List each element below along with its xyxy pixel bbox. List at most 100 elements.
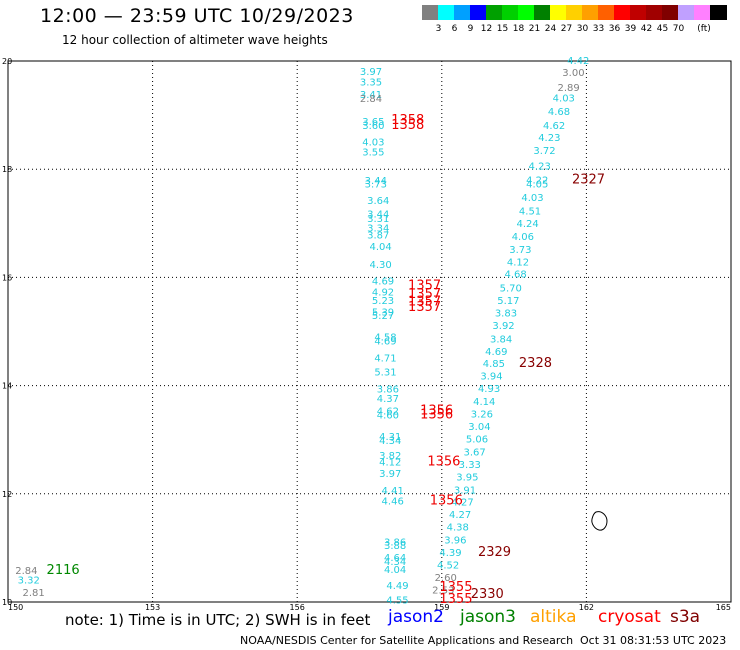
- legend-label: 27: [560, 24, 573, 34]
- lat-tick-label: 12: [2, 490, 12, 499]
- wave-height-value: 4.22: [526, 175, 548, 186]
- legend-swatch: [566, 5, 583, 20]
- pass-time-label: 2330: [471, 587, 504, 602]
- legend-swatch: [662, 5, 679, 20]
- wave-height-value: 3.91: [454, 485, 476, 496]
- wave-height-value: 3.04: [468, 422, 490, 433]
- wave-height-value: 3.97: [360, 67, 382, 78]
- wave-height-value: 4.93: [478, 384, 500, 395]
- legend-swatch: [518, 5, 535, 20]
- satellite-s3a: s3a: [670, 607, 701, 627]
- legend-label: 18: [512, 24, 525, 34]
- wave-height-value: 3.32: [18, 576, 40, 587]
- wave-height-value: 5.39: [372, 307, 394, 318]
- wave-height-value: 4.51: [519, 207, 541, 218]
- wave-height-value: 4.14: [473, 397, 495, 408]
- map-subtitle: 12 hour collection of altimeter wave hei…: [62, 33, 328, 47]
- lat-tick-label: 18: [2, 165, 12, 174]
- wave-height-value: 5.17: [497, 296, 519, 307]
- wave-height-value: 4.23: [538, 133, 560, 144]
- wave-height-value: 4.34: [379, 436, 401, 447]
- wave-height-value: 3.95: [456, 472, 478, 483]
- wave-height-value: 3.72: [533, 146, 555, 157]
- wave-height-value: 4.27: [449, 510, 471, 521]
- wave-height-value: 2.81: [22, 588, 44, 599]
- wave-height-value: 4.38: [447, 523, 469, 534]
- legend-swatch: [470, 5, 487, 20]
- lon-tick-label: 159: [434, 603, 449, 610]
- legend-label: 6: [451, 24, 458, 34]
- footer-timestamp: Oct 31 08:31:53 UTC 2023: [580, 634, 727, 647]
- wave-height-value: 3.73: [365, 180, 387, 191]
- wave-height-value: 4.39: [439, 548, 461, 559]
- legend-swatch: [678, 5, 695, 20]
- wave-height-value: 4.71: [374, 353, 396, 364]
- footer-source: NOAA/NESDIS Center for Satellite Applica…: [240, 634, 574, 647]
- wave-height-value: 3.35: [360, 77, 382, 88]
- lat-tick-label: 16: [2, 273, 12, 282]
- wave-height-value: 4.69: [374, 336, 396, 347]
- wave-height-value: 3.86: [377, 385, 399, 396]
- wave-height-value: 3.31: [367, 214, 389, 225]
- legend-label: 33: [592, 24, 605, 34]
- legend-swatch: [710, 5, 727, 20]
- lon-tick-label: 156: [290, 603, 305, 610]
- pass-time-label: 1358: [391, 118, 424, 133]
- wave-height-value: 4.46: [382, 497, 404, 508]
- wave-height-value: 3.92: [492, 321, 514, 332]
- satellite-jason3: jason3: [460, 607, 516, 627]
- wave-height-value: 4.03: [521, 193, 543, 204]
- wave-height-value: 4.60: [377, 411, 399, 422]
- wave-height-value: 3.55: [362, 148, 384, 159]
- island-outline: [591, 511, 608, 531]
- wave-height-value: 4.12: [379, 458, 401, 469]
- wave-height-value: 4.03: [362, 137, 384, 148]
- legend-label: 21: [528, 24, 541, 34]
- pass-time-label: 1358: [391, 113, 424, 128]
- legend-label: 3: [435, 24, 442, 34]
- wave-height-value: 5.70: [500, 283, 522, 294]
- wave-height-value: 4.27: [451, 498, 473, 509]
- wave-height-value: 3.82: [379, 451, 401, 462]
- wave-height-value: 2.53: [432, 585, 454, 596]
- legend-label: 15: [496, 24, 509, 34]
- wave-height-value: 2.89: [557, 83, 579, 94]
- wave-height-value: 4.04: [370, 242, 392, 253]
- legend-label: 12: [480, 24, 493, 34]
- wave-height-value: 4.64: [384, 553, 406, 564]
- wave-height-value: 3.44: [365, 176, 387, 187]
- wave-height-value: 4.05: [526, 180, 548, 191]
- pass-time-labels: 1358135823271357135713571357232813561356…: [47, 113, 605, 607]
- axis-ticks: 150 153 156 159 162 165 10 12 14 16 18 20: [2, 57, 731, 610]
- legend-swatch: [598, 5, 615, 20]
- wave-height-value: 4.34: [384, 557, 406, 568]
- wave-height-value: 2.84: [15, 566, 37, 577]
- legend-swatch: [438, 5, 455, 20]
- wave-height-value: 3.97: [379, 469, 401, 480]
- pass-time-label: 1356: [427, 455, 460, 470]
- legend-swatch: [422, 5, 439, 20]
- legend-label: 36: [608, 24, 621, 34]
- wave-height-value: 4.68: [548, 107, 570, 118]
- wave-height-value: 4.42: [567, 56, 589, 67]
- pass-time-label: 1355: [439, 592, 472, 607]
- wave-height-value: 3.41: [360, 90, 382, 101]
- wave-height-value: 4.23: [529, 162, 551, 173]
- wave-height-value: 3.00: [562, 68, 584, 79]
- lon-tick-label: 153: [145, 603, 160, 610]
- pass-time-label: 1356: [430, 494, 463, 509]
- legend-label: 24: [544, 24, 557, 34]
- wave-height-value: 3.96: [444, 536, 466, 547]
- wave-height-value: 5.31: [374, 367, 396, 378]
- map-title: 12:00 — 23:59 UTC 10/29/2023: [40, 5, 354, 27]
- pass-time-label: 1355: [439, 580, 472, 595]
- wave-height-value: 4.55: [386, 596, 408, 607]
- legend-label: 42: [640, 24, 653, 34]
- wave-height-value: 4.85: [483, 359, 505, 370]
- wave-height-value: 3.94: [480, 372, 502, 383]
- legend-swatch: [454, 5, 471, 20]
- wave-height-value: 3.83: [495, 308, 517, 319]
- wave-height-value: 5.23: [372, 296, 394, 307]
- wave-height-values: 3.973.353.412.843.653.604.033.553.443.73…: [15, 56, 589, 606]
- wave-height-value: 3.60: [362, 121, 384, 132]
